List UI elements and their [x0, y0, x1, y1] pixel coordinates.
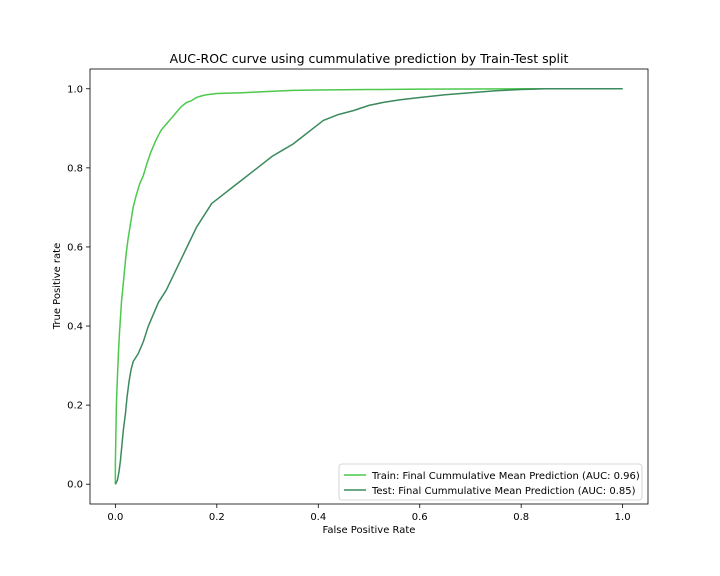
x-tick-label: 1.0 [615, 512, 631, 523]
y-tick-label: 0.2 [67, 401, 83, 412]
y-tick-label: 0.8 [67, 163, 83, 174]
legend: Train: Final Cummulative Mean Prediction… [338, 463, 643, 501]
x-tick-label: 0.8 [513, 512, 529, 523]
y-tick-label: 0.4 [67, 322, 83, 333]
series-line-train [114, 88, 623, 485]
series-layer [114, 88, 623, 485]
x-axis-ticks: 0.0 0.2 0.4 0.6 0.8 1.0 [107, 504, 631, 523]
legend-label-train: Train: Final Cummulative Mean Prediction… [371, 471, 640, 482]
plot-frame [89, 68, 649, 505]
y-axis-ticks: 0.0 0.2 0.4 0.6 0.8 1.0 [67, 84, 90, 491]
y-tick-label: 0.0 [67, 480, 83, 491]
x-tick-label: 0.2 [209, 512, 225, 523]
x-tick-label: 0.6 [412, 512, 428, 523]
chart-title: AUC-ROC curve using cummulative predicti… [170, 51, 569, 66]
legend-box [338, 463, 643, 501]
y-tick-label: 1.0 [67, 84, 83, 95]
x-axis-label: False Positive Rate [323, 525, 416, 536]
y-axis-label: True Positive rate [52, 243, 63, 330]
legend-label-test: Test: Final Cummulative Mean Prediction … [371, 486, 636, 497]
x-tick-label: 0.0 [107, 512, 123, 523]
x-tick-label: 0.4 [310, 512, 326, 523]
series-line-test [114, 88, 623, 485]
y-tick-label: 0.6 [67, 242, 83, 253]
